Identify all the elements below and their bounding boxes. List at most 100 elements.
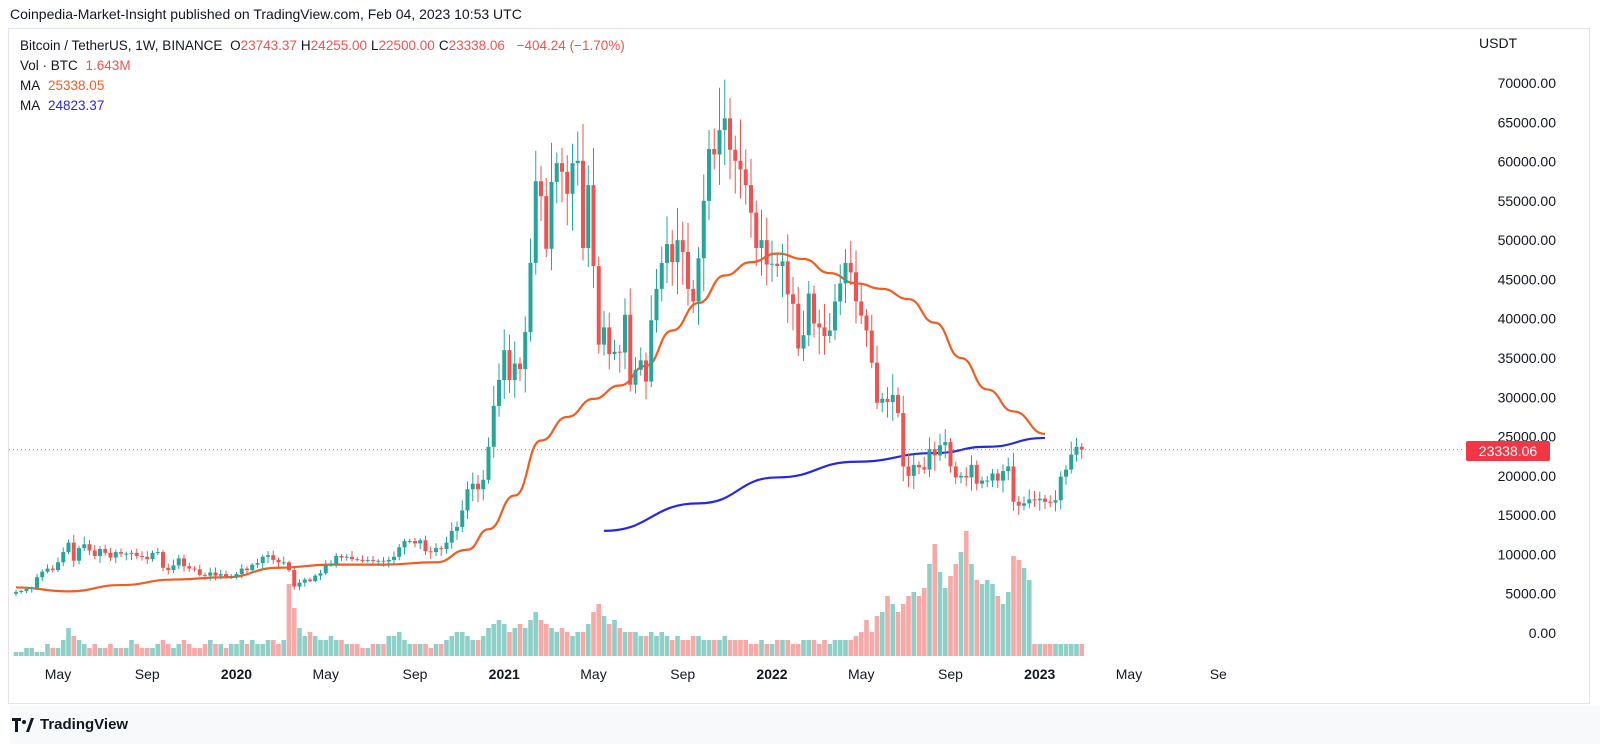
candle-body — [350, 556, 354, 560]
volume-bar — [228, 644, 234, 656]
volume-bar — [680, 640, 686, 656]
candle-body — [491, 405, 496, 447]
candle-body — [14, 592, 18, 594]
candle-body — [717, 130, 722, 155]
candle-body — [134, 552, 139, 556]
candle-body — [255, 563, 260, 565]
candle-body — [365, 559, 370, 561]
candle-body — [896, 394, 900, 413]
candle-body — [360, 559, 365, 561]
candle-body — [859, 301, 864, 316]
volume-bar — [365, 648, 371, 656]
candle-body — [145, 556, 150, 560]
volume-bar — [906, 596, 911, 656]
volume-bar — [402, 640, 407, 656]
volume-bar — [55, 648, 61, 656]
volume-bar — [948, 576, 953, 656]
price-tick-label: 60000.00 — [1498, 154, 1557, 170]
candle-body — [722, 118, 727, 131]
volume-bar — [291, 608, 297, 656]
volume-bar — [213, 644, 218, 656]
time-tick-label: Sep — [938, 666, 963, 682]
candle-body — [245, 568, 249, 571]
volume-bar — [585, 624, 591, 656]
volume-bar — [722, 636, 728, 656]
candle-body — [801, 335, 806, 349]
candle-body — [1001, 471, 1005, 481]
candle-body — [444, 542, 449, 549]
volume-bar — [774, 640, 780, 656]
legend-ma-fast[interactable]: MA 24823.37 — [20, 98, 108, 113]
candle-body — [476, 483, 480, 490]
legend-change: −404.24 (−1.70%) — [516, 38, 625, 53]
volume-bar — [71, 636, 77, 656]
candle-body — [129, 552, 134, 554]
volume-bar — [643, 636, 649, 656]
volume-bar — [323, 640, 329, 656]
volume-bar — [102, 648, 108, 656]
candle-body — [917, 464, 921, 468]
candle-body — [932, 449, 937, 456]
volume-bar — [465, 636, 470, 656]
candle-body — [486, 446, 491, 480]
candle-body — [213, 572, 218, 576]
volume-bar — [549, 628, 554, 656]
volume-bar — [234, 644, 239, 656]
legend-symbol[interactable]: Bitcoin / TetherUS, 1W, BINANCE — [20, 38, 223, 53]
volume-bar — [612, 620, 617, 656]
volume-bar — [869, 632, 875, 656]
candle-body — [19, 590, 24, 593]
candle-body — [581, 160, 585, 248]
volume-bar — [890, 604, 896, 656]
candle-body — [24, 589, 29, 591]
candle-body — [423, 540, 428, 552]
time-tick-label: 2023 — [1024, 666, 1055, 682]
tradingview-logo-icon — [12, 717, 34, 732]
price-chart[interactable]: USDT 0.00 5000.00 10000.00 15000.00 20000.00 2… — [9, 29, 1589, 703]
volume-bar — [302, 636, 308, 656]
volume-bar — [538, 620, 544, 656]
volume-bar — [181, 640, 187, 656]
chart-frame[interactable]: USDT 0.00 5000.00 10000.00 15000.00 20000.00 2… — [8, 28, 1590, 704]
volume-bar — [911, 592, 917, 656]
time-tick-label: Sep — [135, 666, 160, 682]
legend-volume-value: 1.643M — [85, 58, 131, 73]
time-tick-label: May — [848, 666, 874, 682]
candle-body — [1016, 501, 1021, 506]
volume-bar — [92, 644, 98, 656]
volume-bar — [832, 640, 838, 656]
volume-bar — [995, 596, 1001, 656]
price-tick-label: 40000.00 — [1498, 311, 1557, 327]
candle-body — [843, 262, 848, 284]
candle-body — [612, 351, 617, 355]
candle-body — [140, 556, 144, 557]
volume-bar — [223, 648, 229, 656]
tradingview-logo[interactable]: TradingView — [12, 716, 128, 733]
price-tick-label: 50000.00 — [1498, 232, 1557, 248]
volume-bars — [13, 531, 1085, 656]
volume-bar — [790, 644, 796, 656]
volume-bar — [39, 652, 45, 656]
volume-bar — [990, 584, 995, 656]
candle-body — [292, 570, 297, 587]
candle-body — [906, 466, 911, 476]
legend-volume[interactable]: Vol · BTC 1.643M — [20, 58, 135, 73]
price-axis[interactable]: USDT 0.00 5000.00 10000.00 15000.00 20000.00 2… — [1479, 35, 1556, 641]
candle-body — [302, 579, 307, 583]
candle-body — [497, 380, 501, 406]
time-tick-label: May — [580, 666, 606, 682]
time-axis[interactable]: May Sep 2020 May Sep 2021 May Sep 2022 May Sep 2023… — [45, 666, 1227, 682]
volume-bar — [785, 640, 791, 656]
legend-volume-label: Vol · BTC — [20, 58, 78, 73]
candle-body — [827, 330, 832, 336]
volume-bar — [743, 640, 749, 656]
volume-bar — [45, 644, 50, 656]
candle-body — [754, 212, 759, 248]
candle-body — [82, 544, 87, 549]
legend-ma-slow[interactable]: MA 25338.05 — [20, 78, 108, 93]
legend-ohlc-c-value: 23338.06 — [448, 38, 505, 53]
candle-body — [218, 574, 223, 576]
volume-bar — [113, 648, 119, 656]
volume-bar — [438, 644, 444, 656]
volume-bar — [423, 644, 428, 656]
